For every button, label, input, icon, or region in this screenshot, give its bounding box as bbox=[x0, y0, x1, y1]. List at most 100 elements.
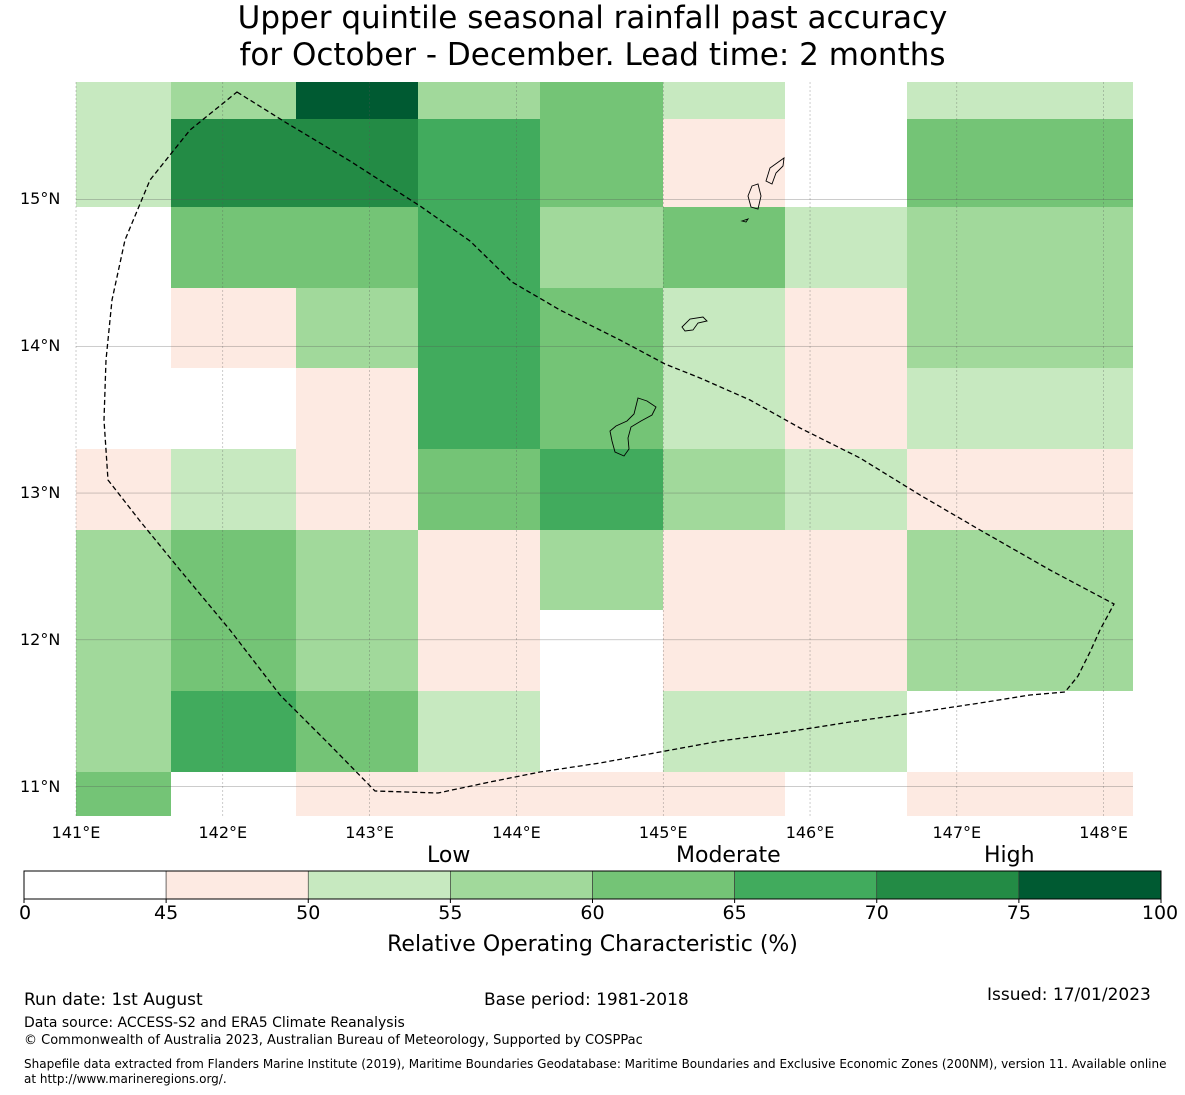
longitude-tick-label: 147°E bbox=[932, 823, 982, 842]
longitude-tick-label: 142°E bbox=[198, 823, 248, 842]
longitude-tick-label: 146°E bbox=[785, 823, 835, 842]
heatmap-cell bbox=[171, 119, 296, 207]
colorbar-label: Relative Operating Characteristic (%) bbox=[387, 932, 798, 957]
heatmap-cell bbox=[76, 288, 171, 368]
heatmap-cell bbox=[907, 530, 1030, 610]
heatmap-cell bbox=[907, 82, 1030, 119]
heatmap-cell bbox=[1030, 288, 1133, 368]
colorbar-category-low: Low bbox=[427, 843, 471, 868]
island-rota bbox=[681, 316, 708, 332]
heatmap-cell bbox=[76, 610, 171, 691]
heatmap-cell bbox=[907, 368, 1030, 449]
heatmap-cell bbox=[907, 119, 1030, 207]
latitude-tick-label: 12°N bbox=[20, 629, 61, 649]
heatmap-cell bbox=[296, 82, 418, 119]
heatmap-cell bbox=[785, 368, 907, 449]
heatmap-cell bbox=[785, 449, 907, 530]
colorbar-tick-label: 45 bbox=[154, 902, 179, 924]
heatmap-cell bbox=[1030, 368, 1133, 449]
latitude-tick-label: 15°N bbox=[20, 189, 61, 209]
issued-date: Issued: 17/01/2023 bbox=[987, 985, 1151, 1005]
heatmap-cell bbox=[540, 207, 663, 288]
heatmap-cell bbox=[663, 610, 785, 691]
heatmap-cell bbox=[785, 772, 907, 816]
heatmap-cell bbox=[171, 207, 296, 288]
shapefile-credit-line-1: Shapefile data extracted from Flanders M… bbox=[24, 1057, 1167, 1071]
colorbar-segment bbox=[734, 870, 878, 900]
colorbar-tick-label: 70 bbox=[864, 902, 889, 924]
heatmap-cell bbox=[1030, 119, 1133, 207]
heatmap-cell bbox=[76, 368, 171, 449]
heatmap-cell bbox=[540, 610, 663, 691]
heatmap-cell bbox=[296, 691, 418, 772]
heatmap-cell bbox=[76, 691, 171, 772]
island-saipan bbox=[765, 157, 785, 185]
colorbar-tick-label: 50 bbox=[296, 902, 321, 924]
heatmap-cell bbox=[785, 530, 907, 610]
heatmap-cell bbox=[418, 82, 540, 119]
coastline-islands bbox=[609, 157, 785, 457]
chart-title: Upper quintile seasonal rainfall past ac… bbox=[0, 0, 1185, 74]
heatmap-cell bbox=[418, 691, 540, 772]
heatmap-cell bbox=[907, 207, 1030, 288]
heatmap-cell bbox=[76, 449, 171, 530]
heatmap-cell bbox=[1030, 772, 1133, 816]
heatmap-cell bbox=[418, 368, 540, 449]
heatmap-cell bbox=[418, 207, 540, 288]
eez-boundary bbox=[103, 91, 1115, 794]
heatmap-cell bbox=[663, 82, 785, 119]
heatmap-cell bbox=[540, 449, 663, 530]
colorbar-segment bbox=[1018, 870, 1162, 900]
shapefile-credit-line-2: at http://www.marineregions.org/. bbox=[24, 1072, 227, 1086]
heatmap-cell bbox=[296, 610, 418, 691]
longitude-tick-label: 148°E bbox=[1079, 823, 1128, 842]
heatmap-cell bbox=[540, 82, 663, 119]
colorbar-segment bbox=[592, 870, 735, 900]
copyright: © Commonwealth of Australia 2023, Austra… bbox=[24, 1033, 643, 1048]
heatmap-cell bbox=[76, 772, 171, 816]
heatmap-cell bbox=[1030, 449, 1133, 530]
heatmap-cell bbox=[785, 288, 907, 368]
heatmap-cell bbox=[785, 207, 907, 288]
heatmap-cell bbox=[1030, 207, 1133, 288]
heatmap-cell bbox=[1030, 530, 1133, 610]
heatmap-cell bbox=[785, 691, 907, 772]
heatmap-cell bbox=[171, 82, 296, 119]
longitude-tick-label: 145°E bbox=[638, 823, 688, 842]
heatmap-cell bbox=[540, 772, 663, 816]
heatmap-cell bbox=[296, 119, 418, 207]
colorbar-segment bbox=[23, 870, 167, 900]
heatmap-cell bbox=[663, 449, 785, 530]
heatmap-cell bbox=[663, 530, 785, 610]
heatmap-cell bbox=[418, 288, 540, 368]
heatmap-cell bbox=[171, 288, 296, 368]
chart-title-line-1: Upper quintile seasonal rainfall past ac… bbox=[237, 0, 948, 36]
heatmap-cell bbox=[76, 207, 171, 288]
heatmap-cell bbox=[171, 449, 296, 530]
latitude-tick-label: 13°N bbox=[20, 483, 61, 503]
heatmap-cell bbox=[663, 288, 785, 368]
colorbar-segment bbox=[165, 870, 309, 900]
longitude-tick-label: 141°E bbox=[51, 823, 101, 842]
heatmap-cell bbox=[663, 368, 785, 449]
heatmap-cell bbox=[418, 119, 540, 207]
heatmap-cell bbox=[540, 119, 663, 207]
heatmap-cell bbox=[418, 772, 540, 816]
heatmap-cell bbox=[540, 368, 663, 449]
latitude-tick-label: 11°N bbox=[20, 776, 61, 796]
island-guam bbox=[609, 397, 657, 457]
colorbar-tick-label: 55 bbox=[438, 902, 463, 924]
latitude-tick-label: 14°N bbox=[20, 336, 61, 356]
map-gridlines bbox=[75, 82, 1133, 816]
heatmap-cell bbox=[785, 610, 907, 691]
heatmap-cell bbox=[1030, 82, 1133, 119]
heatmap-cell bbox=[907, 449, 1030, 530]
heatmap-cell bbox=[76, 119, 171, 207]
heatmap-cells bbox=[76, 82, 1133, 816]
colorbar-tick-label: 65 bbox=[722, 902, 747, 924]
heatmap-cell bbox=[296, 288, 418, 368]
heatmap-cell bbox=[418, 610, 540, 691]
heatmap-cell bbox=[907, 691, 1030, 772]
colorbar-category-high: High bbox=[984, 843, 1035, 868]
